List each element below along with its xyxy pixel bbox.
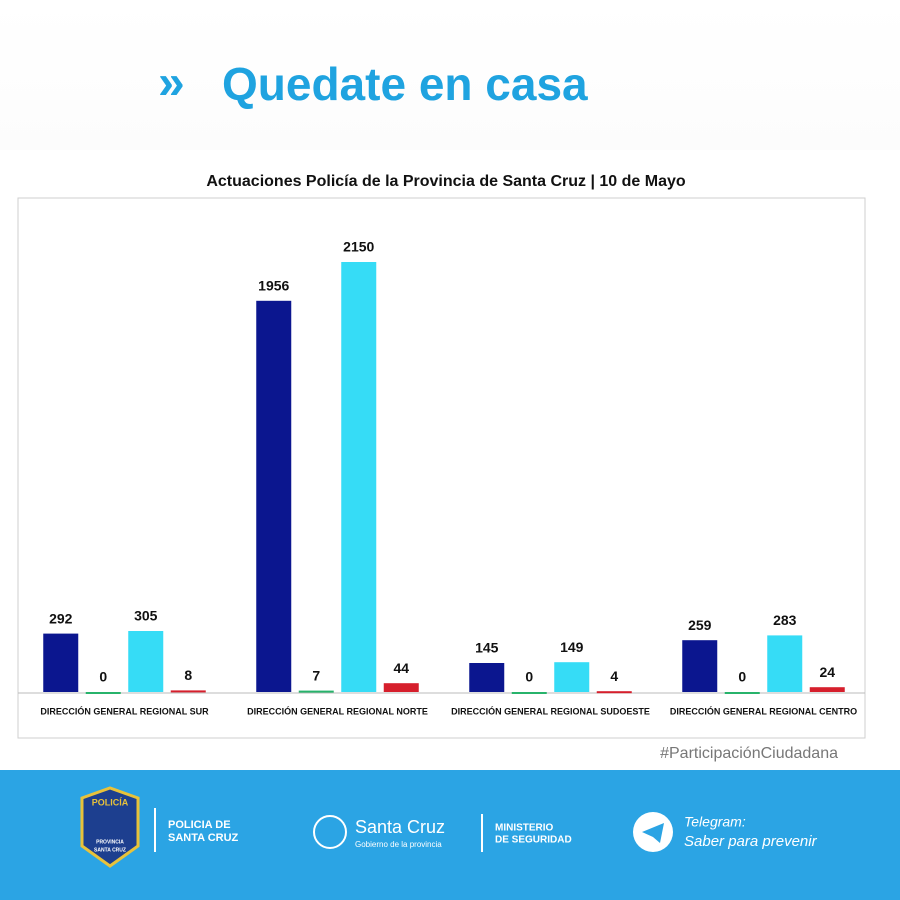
x-tick-label: DIRECCIÓN GENERAL REGIONAL SUR [40,705,209,716]
badge-text: SANTA CRUZ [94,847,126,853]
value-label: 0 [738,669,746,685]
police-badge [80,786,140,868]
bar [256,300,292,692]
value-label: 0 [99,669,107,685]
value-label: 305 [134,608,158,624]
bar [469,663,505,692]
chevron: » [158,57,185,110]
value-label: 8 [184,667,192,683]
telegram-plane [642,823,664,843]
government-seal [313,815,347,849]
value-label: 44 [393,660,409,676]
value-label: 2150 [343,239,374,255]
x-tick-label: DIRECCIÓN GENERAL REGIONAL CENTRO [670,705,857,716]
telegram-slogan: Saber para prevenir [684,833,818,850]
bar [511,692,547,694]
telegram-label: Telegram: [684,814,746,830]
value-label: 292 [49,610,73,626]
bar [170,690,206,693]
x-tick-label: DIRECCIÓN GENERAL REGIONAL NORTE [247,705,428,716]
x-tick-label: DIRECCIÓN GENERAL REGIONAL SUDOESTE [451,705,650,716]
hashtag: #ParticipaciónCiudadana [660,745,838,762]
value-label: 283 [773,612,797,628]
value-label: 1956 [258,278,289,294]
value-label: 24 [819,664,835,680]
bar [383,683,419,692]
bar [128,631,164,692]
bar [85,692,121,694]
footer [0,770,900,900]
bar [554,662,590,692]
badge-text: POLICÍA [92,797,129,807]
bar [43,633,79,692]
government-name: Santa Cruz [355,817,445,837]
value-label: 149 [560,639,584,655]
bar [298,690,334,693]
bar [682,640,718,692]
bar [341,262,377,692]
value-label: 7 [312,667,320,683]
ministry-text: MINISTERIO [495,823,554,834]
badge-text: PROVINCIA [96,839,124,845]
chart-title: Actuaciones Policía de la Provincia de S… [206,173,686,190]
bar [596,691,632,694]
government-sub: Gobierno de la provincia [355,840,442,849]
ministry-text: DE SEGURIDAD [495,835,572,846]
value-label: 259 [688,617,712,633]
value-label: 4 [610,668,618,684]
value-label: 145 [475,640,499,656]
bar [724,692,760,694]
header-title: Quedate en casa [222,58,588,110]
police-text: POLICIA DE [168,819,231,831]
value-label: 0 [525,669,533,685]
bar [767,635,803,692]
bar [809,687,845,692]
police-text: SANTA CRUZ [168,832,239,844]
